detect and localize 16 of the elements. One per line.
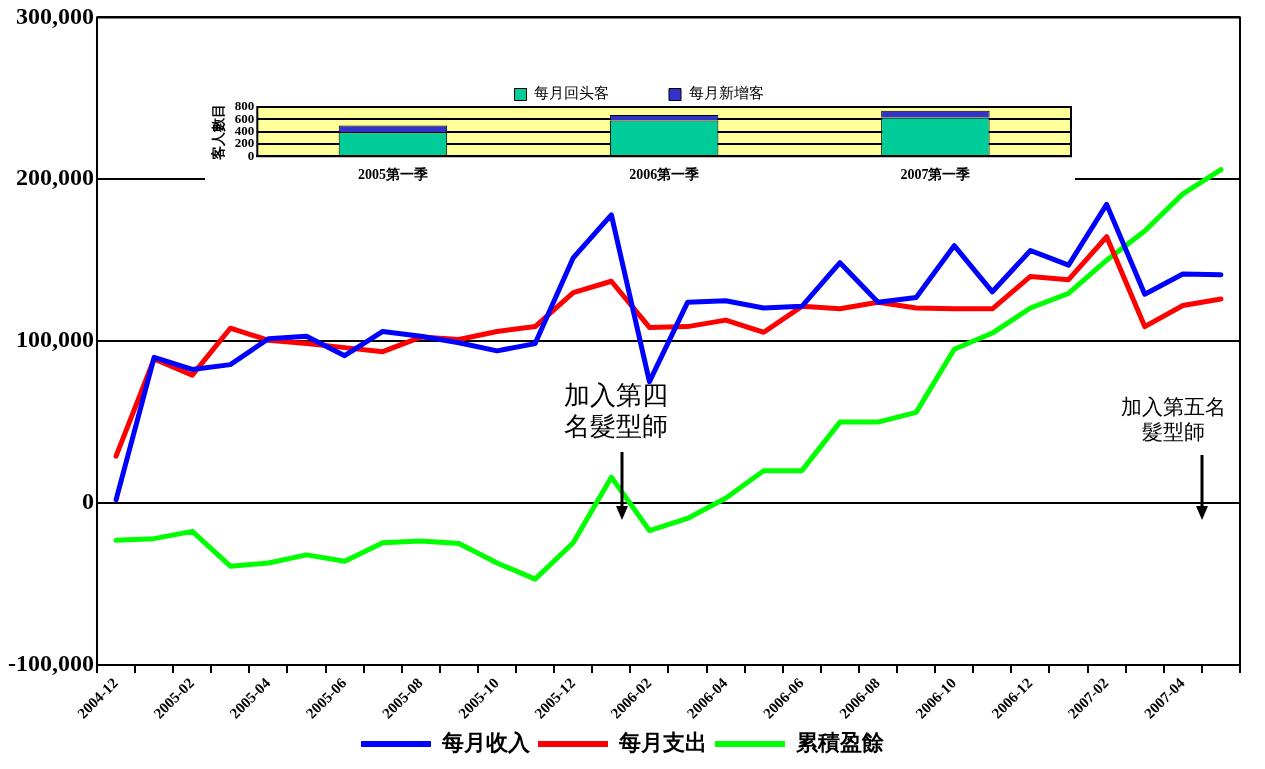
legend-label: 每月新增客 bbox=[688, 84, 764, 103]
x-tick-label: 2007第一季 bbox=[900, 166, 971, 183]
y-tick-label: 0 bbox=[81, 488, 94, 515]
y-axis-title: 客人數目 bbox=[210, 103, 227, 161]
legend-label: 累積盈餘 bbox=[795, 729, 885, 755]
legend-label: 每月支出 bbox=[618, 729, 707, 755]
y-tick-label: 200,000 bbox=[15, 164, 94, 191]
y-tick-label: 100,000 bbox=[15, 326, 94, 353]
x-tick-label: 2005第一季 bbox=[357, 166, 428, 183]
legend-label: 每月回头客 bbox=[534, 84, 609, 103]
legend-label: 每月收入 bbox=[441, 729, 531, 755]
y-tick-label: -100,000 bbox=[7, 650, 94, 677]
annotation: 加入第四名髮型師 bbox=[562, 380, 669, 443]
annotation: 加入第五名髮型師 bbox=[1120, 395, 1228, 446]
x-tick-label: 2006第一季 bbox=[629, 166, 700, 183]
y-tick-label: 300,000 bbox=[15, 2, 94, 29]
